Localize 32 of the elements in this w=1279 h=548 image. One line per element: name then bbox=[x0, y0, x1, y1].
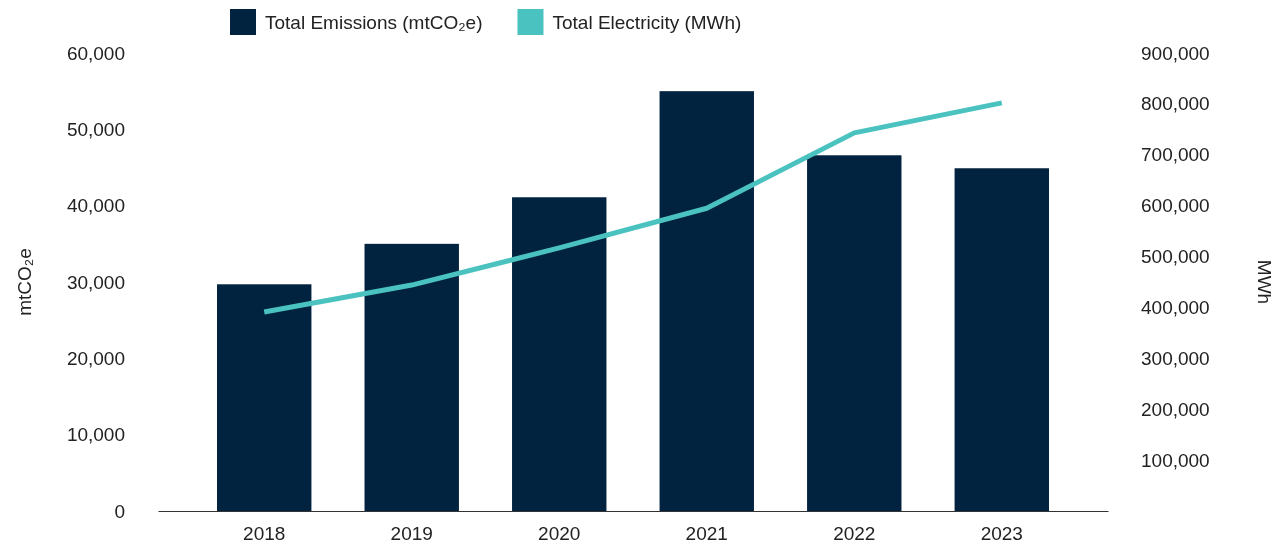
y2-tick-label: 100,000 bbox=[1141, 449, 1210, 471]
bar bbox=[807, 155, 902, 511]
y-tick-label: 30,000 bbox=[66, 271, 125, 293]
x-tick-label: 2021 bbox=[685, 523, 728, 545]
x-tick-label: 2023 bbox=[980, 523, 1023, 545]
y2-tick-label: 800,000 bbox=[1141, 93, 1210, 115]
bar bbox=[364, 243, 459, 511]
bar bbox=[512, 197, 607, 511]
x-tick-label: 2018 bbox=[243, 523, 286, 545]
y2-tick-label: 500,000 bbox=[1141, 246, 1210, 268]
y-tick-label: 20,000 bbox=[66, 347, 125, 369]
y-axis-title: mtCO₂e bbox=[14, 248, 35, 316]
bar bbox=[659, 91, 754, 511]
x-tick-label: 2022 bbox=[833, 523, 876, 545]
bar bbox=[954, 168, 1049, 511]
y2-tick-label: 300,000 bbox=[1141, 347, 1210, 369]
y2-tick-label: 700,000 bbox=[1141, 144, 1210, 166]
y2-tick-label: 200,000 bbox=[1141, 398, 1210, 420]
y-tick-label: 50,000 bbox=[66, 118, 125, 140]
y2-tick-label: 600,000 bbox=[1141, 195, 1210, 217]
x-tick-label: 2020 bbox=[538, 523, 581, 545]
y2-tick-label: 900,000 bbox=[1141, 42, 1210, 64]
y-tick-label: 40,000 bbox=[66, 195, 125, 217]
y-tick-label: 10,000 bbox=[66, 424, 125, 446]
legend-label: Total Electricity (MWh) bbox=[552, 12, 742, 33]
legend-label: Total Emissions (mtCO₂e) bbox=[265, 12, 483, 33]
y2-axis-title: MWh bbox=[1254, 259, 1275, 305]
bar bbox=[217, 284, 312, 511]
y-tick-label: 60,000 bbox=[66, 42, 125, 64]
y-tick-label: 0 bbox=[114, 500, 125, 522]
x-tick-label: 2019 bbox=[390, 523, 433, 545]
y2-tick-label: 400,000 bbox=[1141, 297, 1210, 319]
